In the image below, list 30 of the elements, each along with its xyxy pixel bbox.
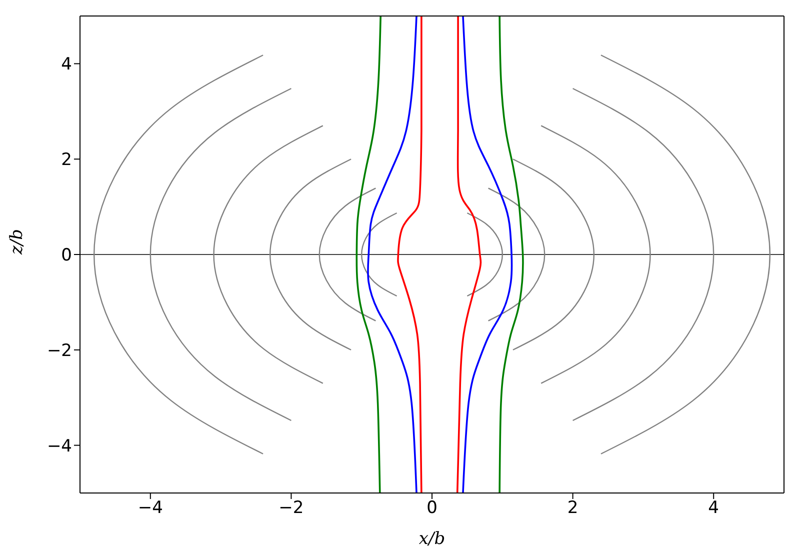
line-series	[466, 212, 503, 297]
y-tick-label: 2	[61, 150, 72, 170]
y-tick-label: 0	[61, 246, 72, 266]
line-series	[456, 16, 482, 493]
line-series	[318, 188, 376, 322]
line-series	[498, 16, 524, 493]
line-series	[367, 16, 418, 493]
line-series	[361, 212, 398, 297]
line-series	[93, 54, 264, 454]
x-tick-label: −2	[278, 498, 304, 518]
line-series	[572, 88, 714, 422]
line-series	[397, 16, 422, 493]
x-tick-label: 2	[567, 498, 578, 518]
line-series	[150, 88, 292, 422]
line-series	[269, 158, 352, 350]
line-series	[462, 16, 513, 493]
line-series	[488, 188, 546, 322]
x-tick-label: −4	[138, 498, 163, 518]
x-tick-label: 0	[426, 498, 438, 518]
x-tick-label: 4	[708, 498, 720, 518]
y-tick-label: −2	[46, 340, 72, 361]
line-series	[512, 158, 595, 350]
y-tick-label: −4	[46, 436, 72, 456]
y-axis-title: z/b	[7, 228, 28, 256]
x-axis-title: x/b	[418, 529, 446, 549]
line-series	[600, 54, 771, 454]
y-tick-label: 4	[61, 54, 72, 75]
line-series	[356, 16, 382, 493]
line-series	[213, 125, 324, 384]
line-series	[540, 125, 651, 384]
